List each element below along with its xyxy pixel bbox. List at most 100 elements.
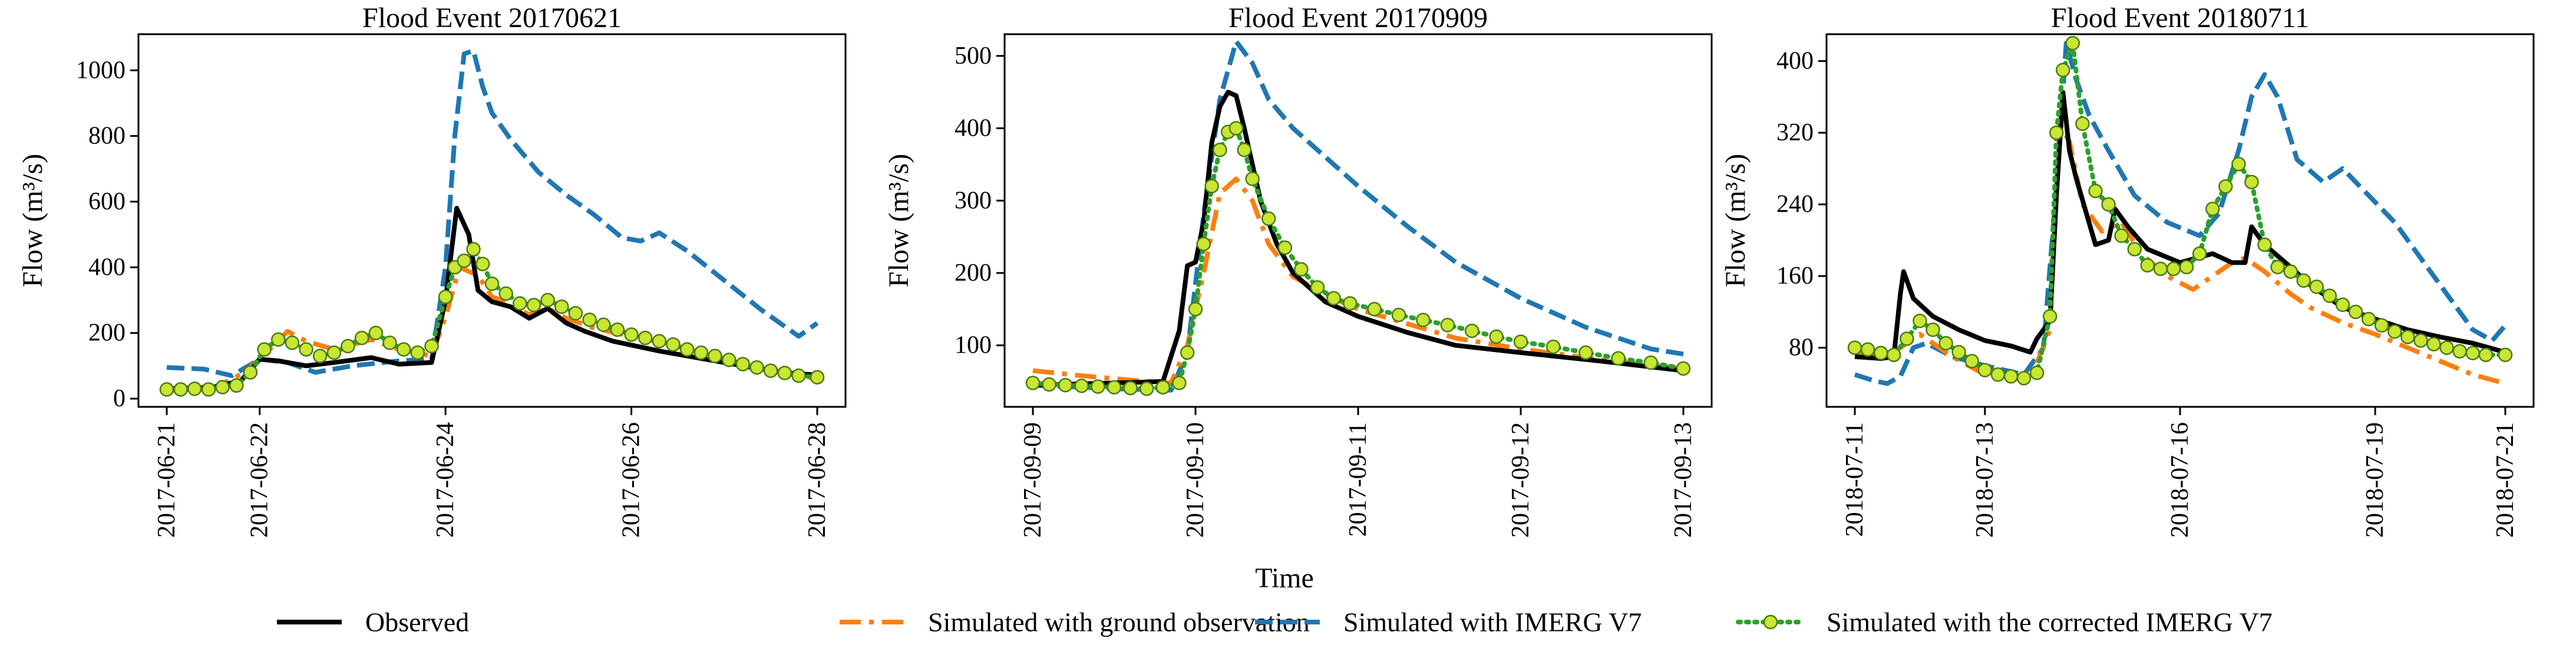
corrected-point [159, 382, 174, 397]
x-tick-label: 2017-06-28 [804, 422, 831, 538]
series-group [159, 48, 825, 397]
corrected-point [1213, 143, 1227, 157]
corrected-point [2016, 371, 2032, 386]
corrected-point [513, 296, 527, 311]
corrected-point [2439, 340, 2454, 355]
corrected-point [410, 345, 425, 360]
corrected-point [2065, 35, 2080, 51]
corrected-point [312, 348, 328, 363]
corrected-point [679, 342, 695, 357]
corrected-point [1367, 302, 1382, 317]
corrected-point [1228, 121, 1244, 136]
corrected-point [666, 337, 681, 352]
corrected-point [1342, 296, 1358, 311]
x-tick-label: 2018-07-19 [2362, 422, 2389, 538]
corrected-point [1277, 240, 1293, 255]
chart-panel-3: Flood Event 20180711 Flow (m³/s) 80 160 240 3… [1720, 2, 2535, 538]
corrected-point [2153, 261, 2168, 277]
corrected-point [526, 298, 541, 313]
corrected-point [763, 363, 778, 378]
legend-label-corrected: Simulated with the corrected IMERG V7 [1827, 607, 2273, 637]
chart-panels: Flood Event 20170621 Flow (m³/s) 0 200 400 60… [17, 2, 2535, 538]
corrected-point [2361, 311, 2376, 327]
corrected-point [1578, 345, 1593, 360]
series-group [1847, 35, 2513, 386]
corrected-point [326, 345, 342, 360]
legend-label-imerg: Simulated with IMERG V7 [1343, 607, 1642, 637]
corrected-point [2088, 183, 2103, 199]
series-line-imerg [1032, 39, 1684, 393]
corrected-point [2205, 202, 2220, 216]
corrected-point [1926, 323, 1940, 337]
corrected-point [1900, 331, 1914, 346]
corrected-point [1107, 380, 1122, 395]
corrected-point [2374, 318, 2389, 333]
corrected-point [1990, 367, 2006, 382]
corrected-point [1913, 313, 1927, 328]
y-tick-label: 400 [955, 115, 992, 142]
series-line-obs [166, 206, 818, 392]
corrected-point [2231, 157, 2246, 172]
x-tick-label: 2018-07-13 [1971, 422, 1999, 538]
corrected-point [2335, 297, 2350, 313]
corrected-point [624, 327, 639, 342]
corrected-point [638, 330, 653, 346]
corrected-point [382, 335, 397, 350]
series-line-imerg [166, 48, 819, 379]
legend-label-ground: Simulated with ground observation [928, 607, 1310, 637]
corrected-point [1294, 262, 1309, 277]
corrected-point [2042, 309, 2058, 324]
corrected-point [368, 325, 384, 340]
chart-title: Flood Event 20180711 [2051, 2, 2309, 34]
corrected-point [2296, 273, 2311, 288]
corrected-point [173, 382, 188, 397]
corrected-point [2387, 324, 2402, 339]
legend: Observed Simulated with ground observatio… [277, 607, 2273, 637]
corrected-point [2166, 261, 2181, 277]
corrected-point [610, 322, 625, 337]
x-tick-label: 2017-06-21 [153, 422, 180, 538]
corrected-point [2049, 125, 2064, 140]
corrected-point [735, 357, 751, 371]
corrected-point [2114, 228, 2129, 244]
corrected-point [1886, 347, 1901, 363]
corrected-point [1416, 313, 1431, 327]
corrected-point [1188, 302, 1203, 317]
corrected-point [1873, 346, 1888, 361]
y-tick-label: 100 [955, 332, 992, 359]
x-tick-label: 2017-06-22 [246, 422, 273, 538]
x-tick-label: 2017-09-09 [1019, 422, 1046, 538]
y-tick-label: 300 [955, 187, 992, 214]
chart-title: Flood Event 20170621 [362, 2, 622, 34]
corrected-point [498, 286, 513, 301]
corrected-point [554, 299, 569, 314]
corrected-point [2218, 179, 2233, 194]
corrected-point [1847, 340, 1862, 355]
corrected-point [2348, 304, 2363, 320]
series-group [1025, 39, 1691, 396]
corrected-point [1489, 329, 1504, 344]
axes-frame [1825, 33, 2535, 408]
y-axis-label: Flow (m³/s) [883, 154, 914, 287]
corrected-point [1155, 380, 1171, 395]
corrected-point [1964, 354, 1979, 369]
y-tick-label: 320 [1776, 119, 1814, 146]
corrected-point [1139, 381, 1154, 396]
y-tick-label: 200 [955, 259, 992, 287]
x-tick-label: 2017-06-24 [432, 422, 459, 538]
corrected-point [1091, 379, 1105, 394]
corrected-point [2029, 366, 2045, 380]
corrected-point [1513, 334, 1528, 349]
corrected-point [2498, 347, 2513, 363]
corrected-point [229, 378, 244, 393]
corrected-point [2309, 279, 2324, 294]
corrected-point [2452, 344, 2467, 359]
y-tick-label: 1000 [76, 57, 126, 84]
corrected-point [1310, 280, 1325, 295]
corrected-point [693, 345, 709, 360]
corrected-point [271, 332, 286, 347]
corrected-point [475, 256, 490, 272]
corrected-point [424, 338, 439, 354]
corrected-point [652, 334, 667, 348]
